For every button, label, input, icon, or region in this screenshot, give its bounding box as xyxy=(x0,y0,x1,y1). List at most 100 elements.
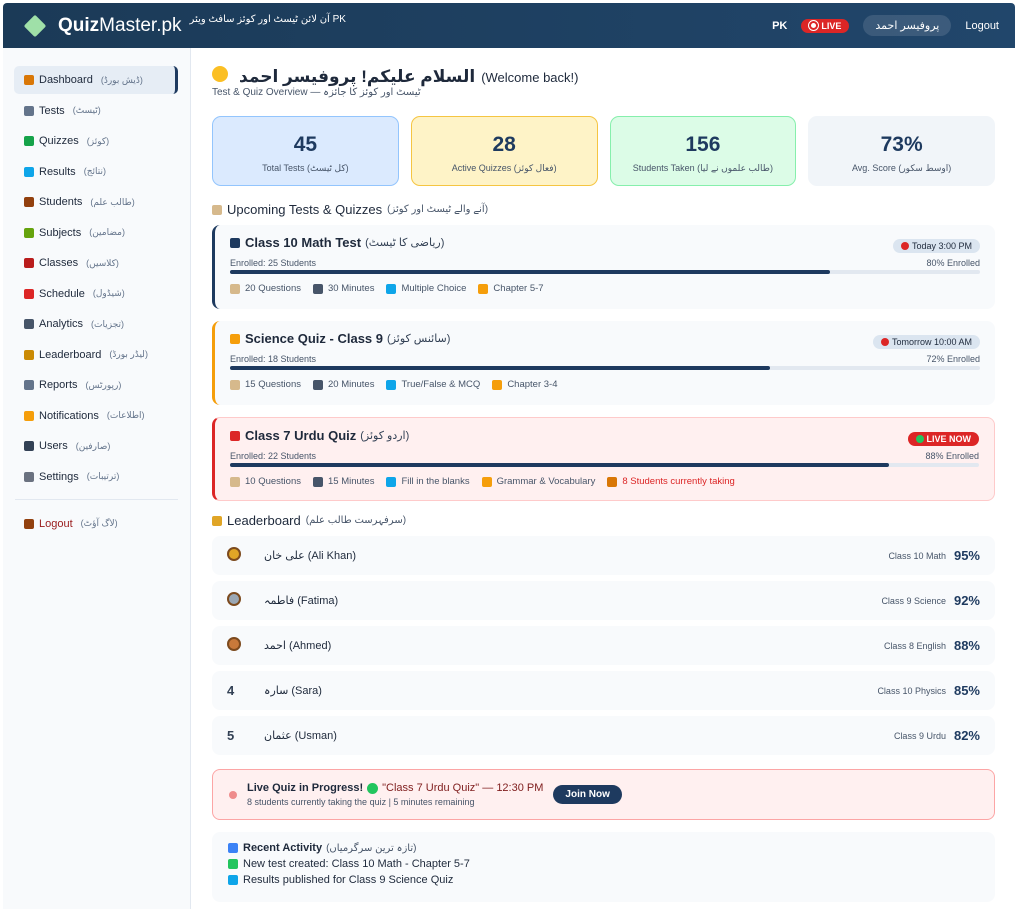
meta-item: True/False & MCQ xyxy=(386,379,480,390)
section-heading: Leaderboard (سرفہرست طالب علم) xyxy=(212,513,995,528)
icon xyxy=(228,875,238,885)
nav-logout[interactable]: Logout (لاگ آؤٹ) xyxy=(14,510,178,538)
live-indicator[interactable]: LIVE xyxy=(801,18,850,33)
student-name: سارہ (Sara) xyxy=(264,685,322,697)
nav-urdu: (ٹیسٹ) xyxy=(72,105,101,115)
student-score: 92% xyxy=(953,593,980,608)
section-heading: Upcoming Tests & Quizzes (آنے والے ٹیسٹ ا… xyxy=(212,202,995,217)
nav-label: Leaderboard xyxy=(39,348,102,361)
leader-row: 4 سارہ (Sara) Class 10 Physics 85% xyxy=(212,671,995,710)
meta-item: Multiple Choice xyxy=(386,283,466,294)
activity-urdu: (تازہ ترین سرگرمیاں) xyxy=(326,842,417,854)
nav-urdu: (کلاسیں) xyxy=(86,257,119,268)
test-card[interactable]: Science Quiz - Class 9 (سائنس کوئز) Tomorr… xyxy=(212,321,995,405)
logo-icon xyxy=(23,14,47,37)
icon xyxy=(386,283,397,294)
meta-text: 20 Questions xyxy=(245,283,301,294)
icon xyxy=(24,288,34,299)
nav-urdu: (تجزیات) xyxy=(91,318,125,329)
icon xyxy=(24,349,34,360)
student-score: 88% xyxy=(953,638,980,653)
nav-item[interactable]: Notifications (اطلاعات) xyxy=(14,402,178,430)
banner-sub: 8 students currently taking the quiz | 5… xyxy=(247,797,475,807)
live-text: LIVE xyxy=(821,20,842,31)
icon xyxy=(230,283,240,294)
stat-value: 45 xyxy=(293,133,318,156)
icon xyxy=(24,319,34,329)
student-score: 85% xyxy=(953,683,980,698)
stat-card: 73% Avg. Score (اوسط سکور) xyxy=(808,116,995,186)
icon xyxy=(24,258,34,268)
meta-item: Grammar & Vocabulary xyxy=(481,476,595,487)
nav-item[interactable]: Subjects (مضامین) xyxy=(14,219,178,247)
join-button[interactable]: Join Now xyxy=(553,785,622,804)
nav-label: Students xyxy=(39,196,83,208)
header-actions: PK LIVE پروفیسر احمد Logout xyxy=(772,15,999,36)
nav-item[interactable]: Settings (ترتیبات) xyxy=(14,463,178,491)
nav-label: Settings xyxy=(39,470,79,483)
meta-item: 10 Questions xyxy=(230,476,301,487)
banner-detail: "Class 7 Urdu Quiz" — 12:30 PM xyxy=(382,782,544,794)
user-menu[interactable]: پروفیسر احمد xyxy=(863,15,952,36)
card-meta: 10 Questions 15 Minutes Fill in the blanks… xyxy=(230,476,979,487)
badge-icon xyxy=(880,338,889,346)
meta-text: Chapter 5-7 xyxy=(493,283,544,294)
leader-row: علی خان (Ali Khan) Class 10 Math 95% xyxy=(212,536,995,575)
progress-track xyxy=(230,463,979,467)
logo-main: Quiz xyxy=(58,14,100,36)
alert-text: 8 Students currently taking xyxy=(622,476,735,487)
nav-label: Dashboard xyxy=(39,74,93,86)
icon xyxy=(481,476,492,487)
icon xyxy=(24,380,34,390)
recent-activity: Recent Activity (تازہ ترین سرگرمیاں) New … xyxy=(212,832,995,902)
logo[interactable]: QuizMaster.pk xyxy=(58,15,182,37)
icon xyxy=(24,197,34,207)
stat-card: 156 Students Taken (طالب علموں نے لیا) xyxy=(609,116,797,186)
nav-item[interactable]: Students (طالب علم) xyxy=(14,188,178,216)
activity-item: Results published for Class 9 Science Qu… xyxy=(228,874,979,886)
nav-item[interactable]: Dashboard (ڈیش بورڈ) xyxy=(14,66,178,94)
nav-item[interactable]: Leaderboard (لیڈر بورڈ) xyxy=(14,341,178,369)
nav-urdu: (مضامین) xyxy=(89,227,125,237)
nav-item[interactable]: Reports (رپورٹس) xyxy=(14,371,178,399)
nav-urdu: (نتائج) xyxy=(83,166,106,176)
icon xyxy=(386,476,397,487)
nav-urdu: (کوئز) xyxy=(86,135,110,146)
section-title: Leaderboard xyxy=(227,513,301,528)
nav-item[interactable]: Results (نتائج) xyxy=(14,158,178,186)
leaderboard: علی خان (Ali Khan) Class 10 Math 95% فاطمہ … xyxy=(212,536,995,755)
badge-text: LIVE NOW xyxy=(926,434,972,444)
nav-urdu: (لیڈر بورڈ) xyxy=(109,349,148,359)
card-badge: Tomorrow 10:00 AM xyxy=(872,335,980,349)
card-urdu: (سائنس کوئز) xyxy=(387,333,451,345)
card-title: Class 10 Math Test xyxy=(245,235,362,250)
section-urdu: (آنے والے ٹیسٹ اور کوئز) xyxy=(387,204,489,215)
test-card[interactable]: Class 7 Urdu Quiz (اردو کوئز) LIVE NOW Enro… xyxy=(212,417,995,501)
icon xyxy=(492,379,503,390)
nav-item[interactable]: Quizzes (کوئز) xyxy=(14,127,178,155)
stat-value: 28 xyxy=(492,133,516,156)
nav-item[interactable]: Analytics (تجزیات) xyxy=(14,310,178,338)
activity-item: New test created: Class 10 Math - Chapte… xyxy=(228,858,979,870)
nav-item[interactable]: Classes (کلاسیں) xyxy=(14,249,178,277)
enroll-row: Enrolled: 25 Students 80% Enrolled xyxy=(230,258,980,268)
student-class: Class 9 Urdu xyxy=(893,730,946,741)
test-card[interactable]: Class 10 Math Test (ریاضی کا ٹیسٹ) Today 3… xyxy=(212,225,995,309)
banner-title: Live Quiz in Progress! xyxy=(247,782,364,794)
activity-text: Results published for Class 9 Science Qu… xyxy=(243,874,454,886)
meta-item: 15 Minutes xyxy=(312,476,374,487)
nav-item[interactable]: Schedule (شیڈول) xyxy=(14,280,178,308)
main-content: السلام علیکم! پروفیسر احمد (Welcome back… xyxy=(212,66,995,902)
nav-item[interactable]: Tests (ٹیسٹ) xyxy=(14,97,178,125)
icon xyxy=(312,379,323,390)
medal xyxy=(227,547,241,561)
meta-item: 30 Minutes xyxy=(312,283,374,294)
overview: Test & Quiz Overview — ٹیسٹ اور کوئز کا … xyxy=(212,87,421,98)
icon xyxy=(607,476,618,487)
student-class: Class 10 Physics xyxy=(877,685,946,696)
meta-alert: 8 Students currently taking xyxy=(607,476,735,487)
rank xyxy=(227,637,264,654)
logout-button[interactable]: Logout xyxy=(965,19,999,32)
meta-text: 10 Questions xyxy=(245,476,301,487)
nav-item[interactable]: Users (صارفین) xyxy=(14,432,178,460)
